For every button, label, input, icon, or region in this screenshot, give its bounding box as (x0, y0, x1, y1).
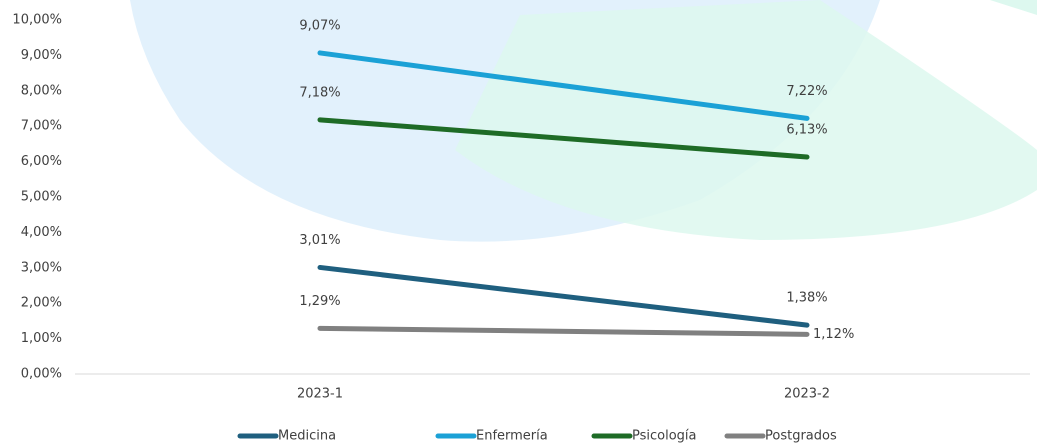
data-label: 7,22% (786, 84, 827, 99)
series-line (317, 325, 810, 337)
data-label: 6,13% (786, 122, 827, 137)
y-tick-label: 6,00% (21, 154, 62, 169)
data-label: 1,12% (813, 327, 854, 342)
series-line (317, 50, 810, 121)
y-tick-label: 1,00% (21, 331, 62, 346)
data-label: 3,01% (299, 233, 340, 248)
y-tick-label: 2,00% (21, 296, 62, 311)
legend-label: Medicina (278, 429, 336, 444)
x-tick-label: 2023-1 (297, 387, 343, 402)
y-tick-label: 5,00% (21, 190, 62, 205)
data-label: 7,18% (299, 85, 340, 100)
y-tick-label: 4,00% (21, 225, 62, 240)
y-tick-label: 0,00% (21, 367, 62, 382)
x-tick-label: 2023-2 (784, 387, 830, 402)
data-label: 1,29% (299, 294, 340, 309)
background-decoration (130, 0, 1037, 242)
series-line (317, 264, 810, 328)
y-tick-label: 8,00% (21, 83, 62, 98)
legend-label: Enfermería (476, 429, 548, 444)
data-label: 9,07% (299, 18, 340, 33)
series-line (317, 117, 810, 160)
y-tick-label: 10,00% (12, 13, 62, 28)
y-tick-label: 3,00% (21, 260, 62, 275)
legend-label: Psicología (632, 429, 697, 444)
legend-label: Postgrados (765, 429, 837, 444)
data-label: 1,38% (786, 291, 827, 306)
y-tick-label: 9,00% (21, 48, 62, 63)
y-tick-label: 7,00% (21, 119, 62, 134)
